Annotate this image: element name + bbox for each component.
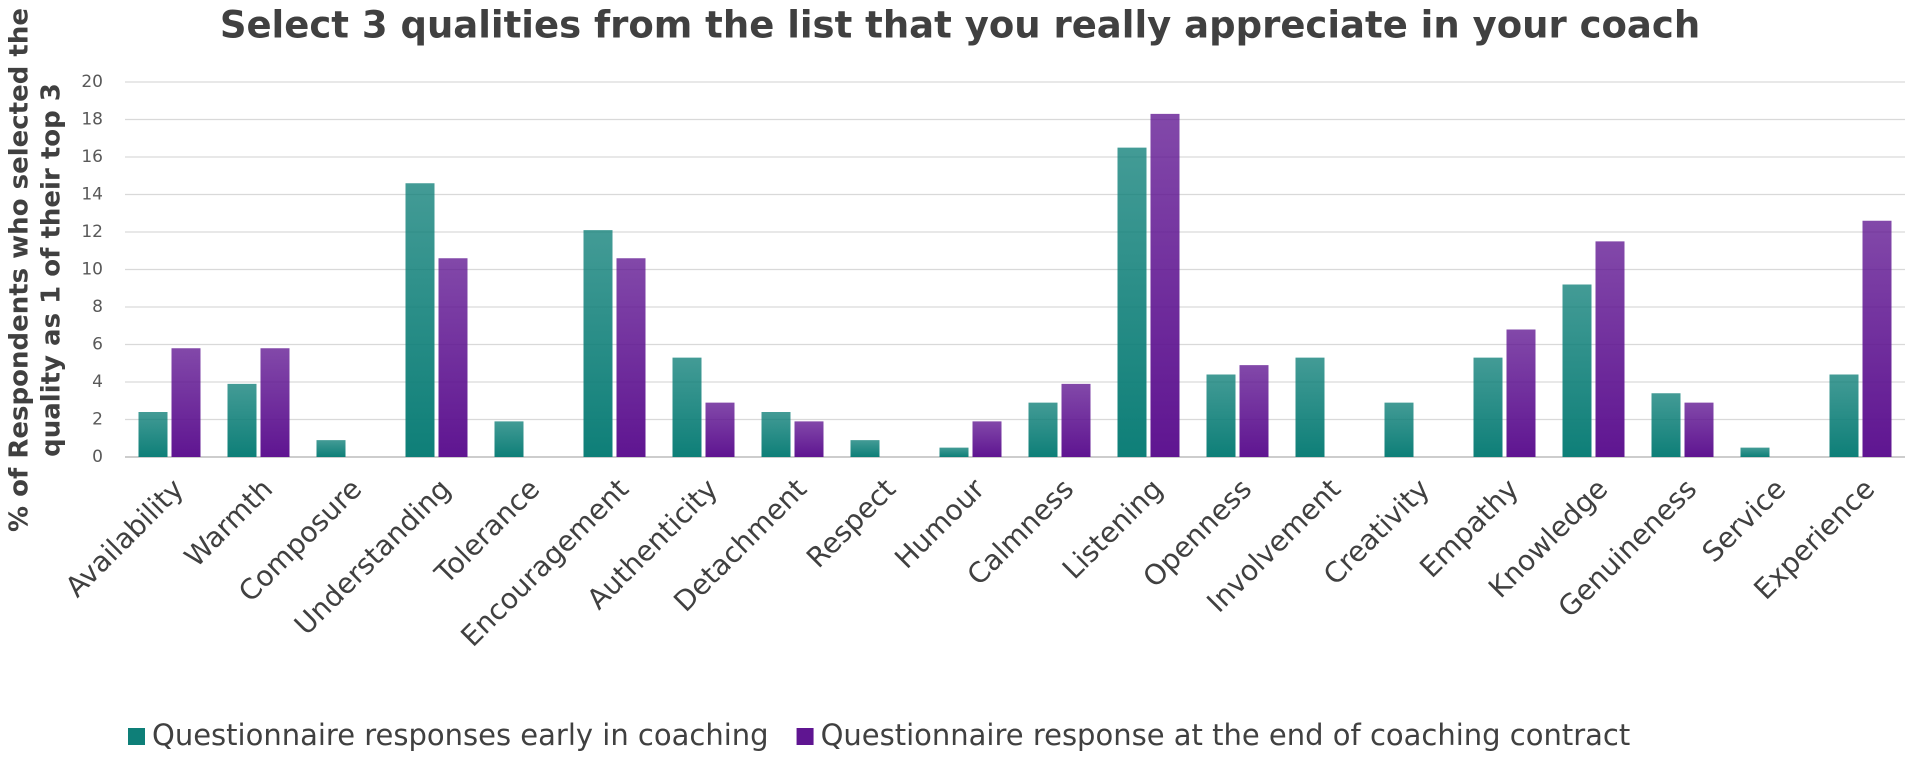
bar [583,230,613,457]
bar [1239,365,1269,457]
bar [1028,402,1058,457]
bar [761,412,791,457]
y-tick-label: 6 [92,335,103,355]
bar [1829,374,1859,457]
bar [939,447,969,457]
y-tick-label: 12 [81,222,103,242]
x-tick-label: Availability [59,472,190,603]
bar [1061,383,1091,457]
x-tick-label: Understanding [288,472,457,641]
y-axis-label: % of Respondents who selected the [5,8,35,532]
bar [616,258,646,457]
bar [438,258,468,457]
y-tick-label: 8 [92,297,103,317]
y-tick-label: 20 [81,72,103,92]
bar [1150,113,1180,457]
bar [171,348,201,457]
bar [705,402,735,457]
legend-swatch [796,728,814,745]
y-tick-label: 4 [92,372,103,392]
bar [1295,357,1325,457]
x-tick-label: Respect [800,472,902,574]
bar [1473,357,1503,457]
y-tick-label: 2 [92,410,103,430]
bar [1562,284,1592,457]
bar [1506,329,1536,457]
bar [138,412,168,457]
legend-label: Questionnaire responses early in coachin… [152,718,769,752]
bar [1740,447,1770,457]
legend-label: Questionnaire response at the end of coa… [821,718,1631,752]
bar [972,421,1002,457]
bar [794,421,824,457]
bar [494,421,524,457]
bar [1206,374,1236,457]
y-tick-label: 10 [81,260,103,280]
bar [316,440,346,457]
y-tick-label: 16 [81,147,103,167]
y-tick-label: 0 [92,447,103,467]
bar [850,440,880,457]
y-tick-label: 18 [81,110,103,130]
y-axis-label: quality as 1 of their top 3 [37,83,67,457]
bar [1684,402,1714,457]
bar [405,183,435,457]
y-tick-label: 14 [81,185,103,205]
legend-swatch [128,728,145,745]
bar [672,357,702,457]
chart-title: Select 3 qualities from the list that yo… [220,4,1700,47]
bar [260,348,290,457]
x-tick-label: Encouragement [454,472,635,653]
bar [1862,220,1892,457]
bar [1651,393,1681,457]
bar [227,383,257,457]
bar [1595,241,1625,457]
bar [1117,147,1147,457]
bar [1384,402,1414,457]
